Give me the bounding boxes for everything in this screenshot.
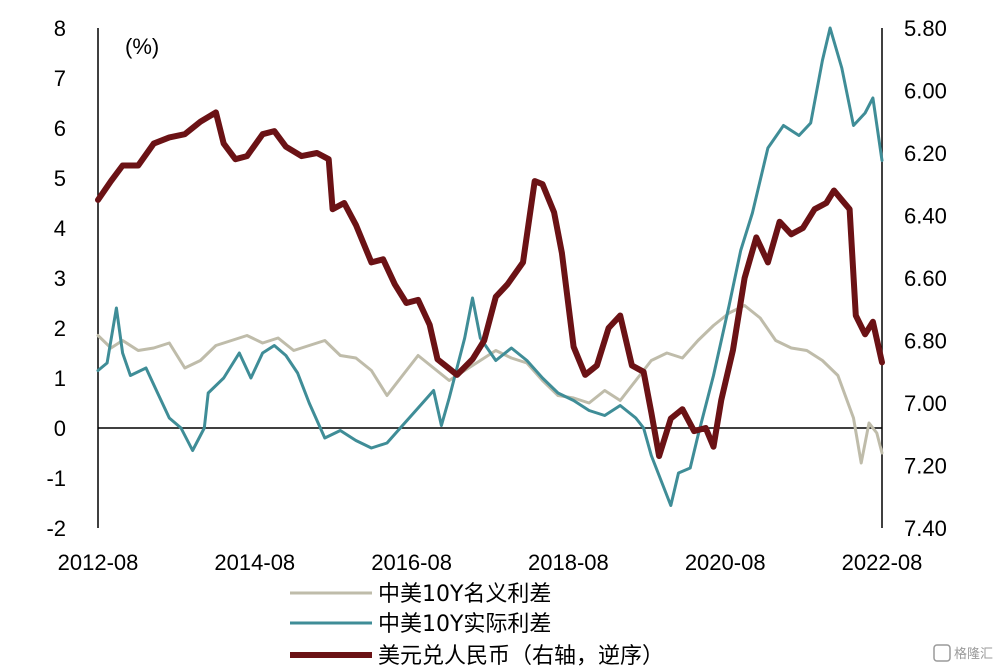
y-right-tick-label: 6.80 [904,329,947,354]
y-right-tick-label: 7.20 [904,454,947,479]
series-line-2 [96,26,884,507]
legend-label-2: 中美10Y实际利差 [378,612,551,637]
y-left-tick-label: -1 [46,466,66,491]
y-left-tick-label: 7 [54,66,66,91]
y-right-tick-label: 6.20 [904,141,947,166]
y-left-tick-label: 8 [54,16,66,41]
y-left-tick-label: 1 [54,366,66,391]
y-left-tick-label: 2 [54,316,66,341]
series-layer [95,26,885,507]
y-left-tick-label: 6 [54,116,66,141]
unit-label: (%) [125,34,159,59]
y-left-tick-label: 5 [54,166,66,191]
y-right-tick-label: 7.40 [904,516,947,541]
x-tick-label: 2020-08 [685,550,766,575]
legend-label-3: 美元兑人民币（右轴，逆序） [378,644,664,669]
y-right-tick-label: 5.80 [904,16,947,41]
y-left-tick-label: 0 [54,416,66,441]
y-left-tick-label: 4 [54,216,66,241]
y-right-tick-label: 6.00 [904,79,947,104]
series-line-3 [95,109,885,460]
tick-label-layer: -2 -1 0 1 2 3 4 5 6 7 8 5.80 6.00 6.20 6.40 6.60 6.80 7.0… [46,16,946,575]
y-left-tick-label: 3 [54,266,66,291]
y-right-tick-label: 7.00 [904,391,947,416]
y-left-tick-label: -2 [46,516,66,541]
x-tick-label: 2016-08 [371,550,452,575]
axes-layer [97,28,883,528]
watermark: 格隆汇 [933,644,993,662]
x-tick-label: 2018-08 [528,550,609,575]
legend-label-1: 中美10Y名义利差 [378,582,551,607]
y-right-tick-label: 6.60 [904,266,947,291]
x-tick-label: 2012-08 [58,550,139,575]
x-tick-label: 2022-08 [842,550,923,575]
watermark-logo-icon [933,644,951,662]
x-tick-label: 2014-08 [214,550,295,575]
y-right-tick-label: 6.40 [904,204,947,229]
watermark-text: 格隆汇 [954,646,993,662]
